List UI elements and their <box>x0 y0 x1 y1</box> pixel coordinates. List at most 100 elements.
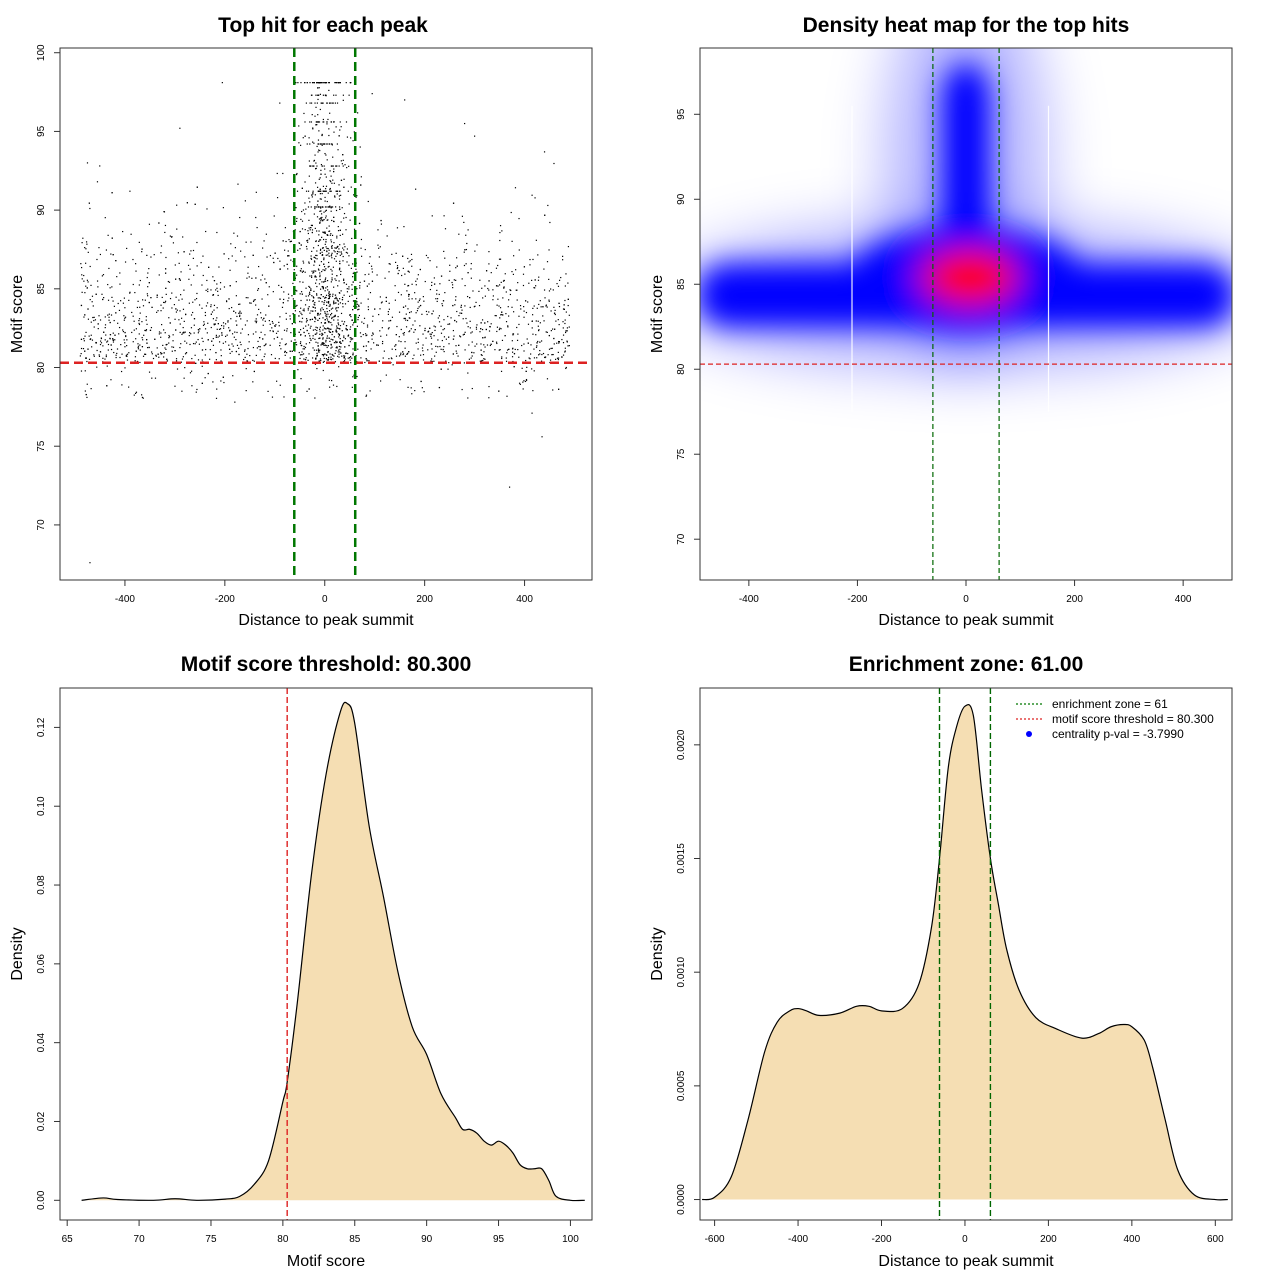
scatter-point <box>312 193 314 195</box>
scatter-point <box>335 308 337 310</box>
scatter-point <box>86 243 88 245</box>
scatter-point <box>330 281 332 283</box>
scatter-point <box>389 319 392 322</box>
scatter-point <box>438 321 441 323</box>
scatter-point <box>466 295 469 298</box>
scatter-point <box>364 274 366 276</box>
scatter-point <box>342 233 344 235</box>
scatter-point <box>166 343 168 346</box>
scatter-point <box>358 308 360 310</box>
scatter-point <box>245 368 247 370</box>
scatter-point <box>308 388 310 390</box>
scatter-point <box>360 335 362 338</box>
scatter-point <box>175 308 177 310</box>
scatter-point <box>498 349 500 351</box>
scatter-point <box>290 340 292 342</box>
scatter-point <box>326 102 328 104</box>
scatter-point <box>391 348 393 350</box>
scatter-point <box>302 281 304 283</box>
scatter-point <box>303 331 305 334</box>
scatter-point <box>465 234 467 236</box>
scatter-point <box>334 251 336 253</box>
scatter-point <box>164 272 167 274</box>
scatter-point <box>309 165 311 167</box>
scatter-point <box>231 255 233 257</box>
scatter-point <box>262 247 264 249</box>
scatter-point <box>299 230 301 233</box>
scatter-point <box>99 343 102 346</box>
scatter-point <box>280 348 282 350</box>
scatter-point <box>122 230 124 233</box>
scatter-point <box>304 202 306 204</box>
scatter-point <box>499 225 502 227</box>
scatter-point <box>305 357 307 359</box>
scatter-point <box>414 329 416 331</box>
legend-label-enrichment-zone: enrichment zone = 61 <box>1052 697 1168 711</box>
scatter-point <box>264 353 266 355</box>
scatter-point <box>110 379 112 381</box>
scatter-point <box>405 326 408 328</box>
scatter-point <box>313 159 316 162</box>
scatter-point <box>355 268 357 270</box>
scatter-point <box>105 334 107 336</box>
scatter-point <box>205 305 208 307</box>
scatter-point <box>325 341 327 343</box>
scatter-point <box>481 287 483 289</box>
scatter-point <box>111 237 113 239</box>
scatter-point <box>329 293 331 295</box>
scatter-point <box>185 313 187 315</box>
scatter-point <box>562 354 565 356</box>
scatter-point <box>435 298 437 300</box>
scatter-point <box>548 299 550 301</box>
scatter-point <box>352 263 354 265</box>
scatter-point <box>88 202 90 204</box>
scatter-point <box>514 187 517 189</box>
scatter-point <box>309 291 311 293</box>
scatter-point <box>519 305 522 307</box>
scatter-point <box>324 231 326 233</box>
scatter-point <box>364 361 366 364</box>
scatter-point <box>133 329 135 331</box>
scatter-point <box>535 320 537 322</box>
scatter-point <box>505 313 507 315</box>
scatter-point <box>369 256 371 258</box>
scatter-point <box>326 337 328 339</box>
scatter-point <box>345 352 348 354</box>
scatter-point <box>317 312 319 315</box>
scatter-point <box>309 335 311 337</box>
scatter-point <box>328 206 331 208</box>
scatter-point <box>220 324 223 327</box>
scatter-point <box>331 247 333 249</box>
scatter-point <box>315 162 317 164</box>
scatter-point <box>415 280 417 282</box>
scatter-point <box>499 349 501 351</box>
scatter-point <box>544 214 546 216</box>
scatter-point <box>324 328 326 330</box>
scatter-point <box>213 279 216 282</box>
scatter-point <box>144 299 146 301</box>
scatter-y-tick-label: 100 <box>36 44 47 61</box>
scatter-point <box>441 303 443 305</box>
scatter-point <box>356 301 358 303</box>
scatter-point <box>300 312 302 314</box>
scatter-point <box>287 255 289 257</box>
scatter-point <box>324 168 326 170</box>
scatter-point <box>352 281 354 283</box>
scatter-point <box>458 315 460 317</box>
scatter-point <box>331 279 333 281</box>
scatter-point <box>291 323 293 325</box>
scatter-point <box>215 359 217 361</box>
scatter-point <box>322 355 325 357</box>
scatter-point <box>324 210 327 212</box>
scatter-point <box>184 353 187 355</box>
scatter-point <box>497 285 499 287</box>
scatter-point <box>518 249 520 251</box>
scatter-point <box>462 334 464 336</box>
scatter-point <box>490 323 492 325</box>
distance-density-x-tick-label: -600 <box>705 1234 725 1245</box>
scatter-point <box>326 247 328 250</box>
scatter-point <box>400 328 402 331</box>
scatter-point <box>265 314 267 316</box>
scatter-point <box>146 254 148 256</box>
scatter-point <box>329 305 331 307</box>
